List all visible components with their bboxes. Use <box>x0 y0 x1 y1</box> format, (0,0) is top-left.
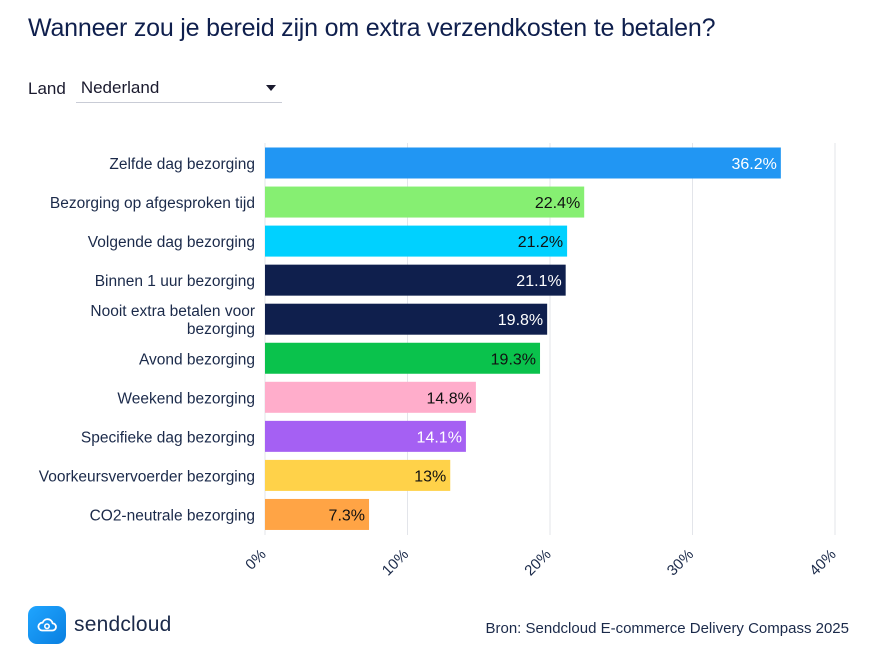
bar <box>265 147 781 179</box>
country-filter-label: Land <box>28 79 66 98</box>
bar <box>265 498 370 530</box>
category-label: Zelfde dag bezorging <box>109 156 255 173</box>
bar-value-label: 13% <box>414 468 446 485</box>
bar-value-label: 21.2% <box>518 234 563 251</box>
bar-value-label: 19.3% <box>491 351 536 368</box>
bar <box>265 381 476 413</box>
category-label: Bezorging op afgesproken tijd <box>50 195 255 212</box>
x-tick-label: 10% <box>379 546 412 579</box>
x-tick-label: 30% <box>664 546 697 579</box>
bar <box>265 459 451 491</box>
x-tick-label: 0% <box>242 546 269 573</box>
category-label: Specifieke dag bezorging <box>81 429 255 446</box>
category-label: Binnen 1 uur bezorging <box>95 273 255 290</box>
country-select-value: Nederland <box>80 78 160 97</box>
bar <box>265 186 585 218</box>
category-label: CO2-neutrale bezorging <box>90 507 255 524</box>
bar-value-label: 19.8% <box>498 312 543 329</box>
cloud-icon <box>28 606 66 644</box>
category-label: Weekend bezorging <box>117 390 255 407</box>
country-filter: Land Nederland <box>28 74 282 104</box>
bar <box>265 342 541 374</box>
source-note: Bron: Sendcloud E-commerce Delivery Comp… <box>485 620 850 637</box>
bar <box>265 420 466 452</box>
bar <box>265 225 568 257</box>
bar <box>265 303 548 335</box>
chevron-down-icon <box>265 85 276 91</box>
x-tick-label: 20% <box>521 546 554 579</box>
bar-value-label: 14.1% <box>417 429 462 446</box>
bar-value-label: 22.4% <box>535 195 580 212</box>
brand-name: sendcloud <box>74 613 172 636</box>
category-label: Voorkeursvervoerder bezorging <box>39 468 255 485</box>
category-label: Avond bezorging <box>139 351 255 368</box>
sendcloud-logo: sendcloud <box>28 606 172 644</box>
bar-value-label: 36.2% <box>731 156 776 173</box>
chart-title: Wanneer zou je bereid zijn om extra verz… <box>28 14 716 42</box>
bar-chart: 36.2% Zelfde dag bezorging 22.4% Bezorging … <box>39 143 840 579</box>
bar-value-label: 14.8% <box>427 390 472 407</box>
bar-value-label: 7.3% <box>329 507 365 524</box>
category-label: Nooit extra betalen voor bezorging <box>90 303 255 338</box>
bar <box>265 264 566 296</box>
country-select[interactable]: Nederland <box>75 75 282 103</box>
category-label: Volgende dag bezorging <box>88 234 255 251</box>
bar-value-label: 21.1% <box>516 273 561 290</box>
x-tick-label: 40% <box>806 546 839 579</box>
